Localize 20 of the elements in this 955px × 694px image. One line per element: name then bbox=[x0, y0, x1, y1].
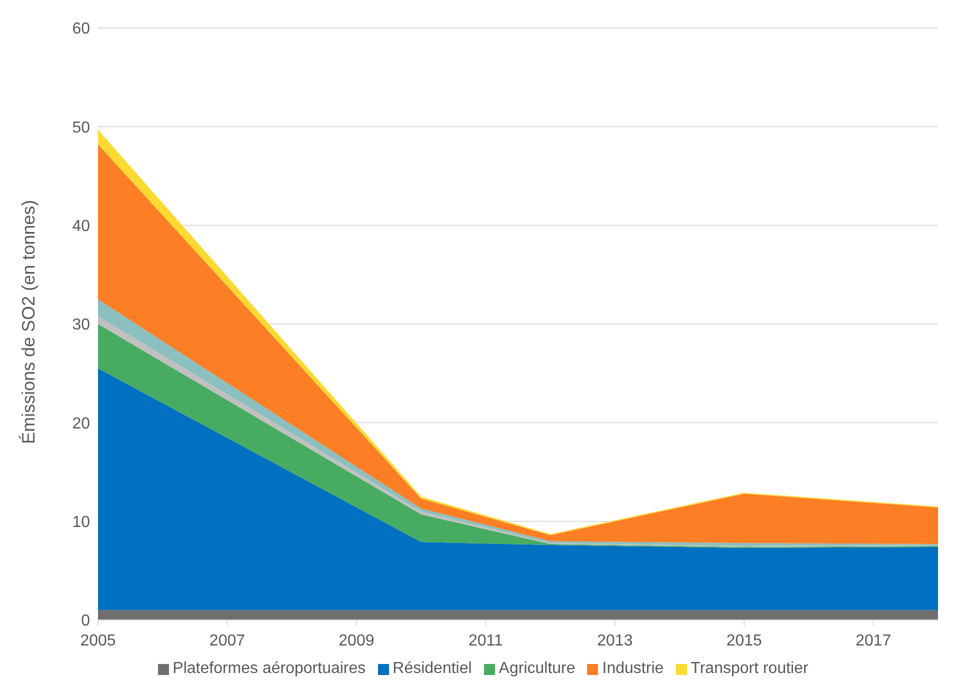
legend-label: Plateformes aéroportuaires bbox=[172, 660, 366, 678]
x-tick-label: 2005 bbox=[80, 632, 116, 650]
legend-label: Résidentiel bbox=[392, 660, 472, 678]
x-tick-label: 2013 bbox=[597, 632, 633, 650]
y-tick-label: 40 bbox=[72, 218, 90, 236]
x-tick-label: 2015 bbox=[726, 632, 762, 650]
y-tick-label: 20 bbox=[72, 415, 90, 432]
legend-label: Agriculture bbox=[498, 660, 576, 678]
x-tick-label: 2017 bbox=[856, 632, 892, 650]
y-tick-label: 60 bbox=[72, 20, 90, 38]
y-tick-label: 0 bbox=[81, 612, 90, 630]
y-axis-title: Émissions de SO2 (en tonnes) bbox=[18, 200, 38, 444]
y-tick-label: 50 bbox=[72, 119, 90, 136]
y-tick-label: 10 bbox=[72, 514, 90, 532]
x-tick-label: 2009 bbox=[338, 632, 374, 650]
x-tick-label: 2011 bbox=[468, 632, 503, 650]
y-tick-label: 30 bbox=[72, 316, 90, 334]
legend-label: Transport routier bbox=[690, 660, 808, 678]
x-tick-label: 2007 bbox=[209, 632, 246, 650]
legend-label: Industrie bbox=[601, 660, 664, 678]
